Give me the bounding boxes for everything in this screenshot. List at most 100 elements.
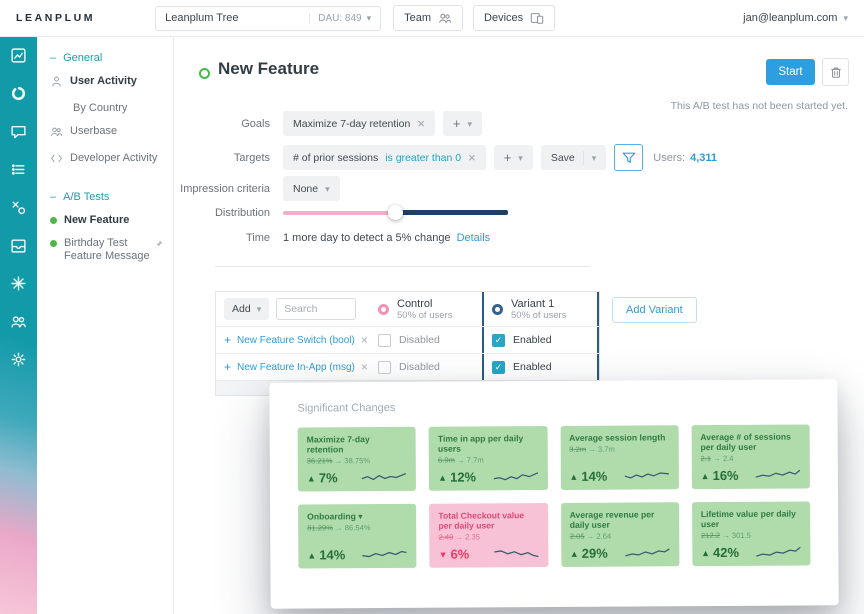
search-input[interactable] xyxy=(276,298,357,320)
metric-old-value: 2.49 xyxy=(438,532,454,542)
metric-new-value: 7.7m xyxy=(455,455,484,464)
delta-value: 6% xyxy=(450,546,470,562)
reports-icon[interactable] xyxy=(10,161,27,178)
control-column-header[interactable]: Control 50% of users xyxy=(370,292,482,326)
checkbox-label: Disabled xyxy=(399,361,440,373)
metric-change: 2.12.4 xyxy=(701,453,801,463)
dau-value: DAU: 849 xyxy=(318,12,362,24)
feature-cell: New Feature Switch (bool) xyxy=(216,327,370,353)
user-icon xyxy=(50,75,63,92)
close-icon[interactable] xyxy=(468,151,476,165)
target-chip[interactable]: # of prior sessions is greater than 0 xyxy=(283,145,486,170)
distribution-label: Distribution xyxy=(214,206,270,219)
feature-name: New Feature Switch (bool) xyxy=(237,334,355,346)
add-feature-button[interactable]: Add xyxy=(224,298,270,320)
feature-link[interactable]: New Feature Switch (bool) xyxy=(224,334,368,347)
save-label: Save xyxy=(550,151,575,164)
save-target-button[interactable]: Save xyxy=(540,145,607,170)
target-condition: is greater than 0 xyxy=(385,151,462,164)
sidebar-item-label: Userbase xyxy=(70,125,118,137)
goals-label: Goals xyxy=(241,117,270,130)
sidebar-item-userbase[interactable]: Userbase xyxy=(37,120,173,147)
audiences-icon[interactable] xyxy=(10,313,27,330)
metric-name: Total Checkout value per daily user xyxy=(438,510,525,531)
trash-icon xyxy=(830,67,841,78)
goal-chip[interactable]: Maximize 7-day retention xyxy=(283,111,435,136)
checkbox-unchecked[interactable] xyxy=(378,360,391,374)
metric-new-value: 2.64 xyxy=(585,532,612,541)
analytics-icon[interactable] xyxy=(10,47,27,64)
delta-up-indicator: 14% xyxy=(307,547,345,562)
inbox-icon[interactable] xyxy=(10,237,27,254)
sidebar-item-developer-activity[interactable]: Developer Activity xyxy=(37,147,173,174)
metric-name: Lifetime value per daily user xyxy=(700,508,796,530)
metric-card: Time in app per daily users 6.9m7.7m 12% xyxy=(428,426,548,491)
distribution-slider[interactable] xyxy=(283,204,508,221)
slider-handle[interactable] xyxy=(387,205,403,220)
panel-title: Significant Changes xyxy=(297,401,396,415)
checkbox-checked[interactable] xyxy=(492,360,505,374)
close-icon[interactable] xyxy=(361,361,368,374)
checkbox-label: Enabled xyxy=(513,361,552,373)
sidebar-item-by-country[interactable]: By Country xyxy=(37,97,173,120)
metric-card: Average session length 3.2m3.7m 14% xyxy=(560,425,679,490)
team-button[interactable]: Team xyxy=(393,5,464,31)
delete-button[interactable] xyxy=(822,58,849,86)
metric-card-onboarding[interactable]: Onboarding ▾ 81.29%86.54% 14% xyxy=(298,503,417,569)
impression-value: None xyxy=(293,182,319,195)
code-icon xyxy=(50,152,63,169)
checkbox-unchecked[interactable] xyxy=(378,333,391,347)
app-selector[interactable]: Leanplum Tree DAU: 849 xyxy=(155,5,382,31)
metric-old-value: 36.21% xyxy=(306,456,333,466)
add-goal-button[interactable] xyxy=(442,111,483,136)
section-dash-icon xyxy=(50,52,56,65)
sidebar-item-birthday-test[interactable]: Birthday Test Feature Message xyxy=(37,232,173,268)
metric-change: 81.29%86.54% xyxy=(307,523,407,532)
sidebar-item-new-feature[interactable]: New Feature xyxy=(37,209,173,232)
plus-icon xyxy=(224,334,231,347)
delta-value: 16% xyxy=(712,467,739,484)
sidebar-item-user-activity[interactable]: User Activity xyxy=(37,70,173,97)
sidebar-item-ab-tests[interactable]: A/B Tests xyxy=(37,186,173,209)
section-divider xyxy=(215,266,590,267)
leanplum-logo: LEANPLUM xyxy=(16,12,96,24)
start-button[interactable]: Start xyxy=(766,59,815,85)
delta-value: 14% xyxy=(319,547,346,563)
app-selector-value: Leanplum Tree xyxy=(165,12,239,24)
ab-tests-icon[interactable] xyxy=(10,199,27,216)
devices-button[interactable]: Devices xyxy=(473,5,556,31)
add-variant-button[interactable]: Add Variant xyxy=(612,297,697,323)
metric-new-value: 301.5 xyxy=(720,531,751,540)
targets-label: Targets xyxy=(233,151,270,164)
sidebar-item-label: By Country xyxy=(73,102,128,114)
significant-changes-panel: Significant Changes Maximize 7-day reten… xyxy=(269,379,839,609)
sparkline xyxy=(493,550,539,558)
delta-up-indicator: 12% xyxy=(438,469,476,484)
target-attribute: # of prior sessions xyxy=(293,151,379,164)
metric-name: Maximize 7-day retention xyxy=(306,434,370,455)
checkbox-checked[interactable] xyxy=(492,333,505,347)
add-target-button[interactable] xyxy=(493,145,533,170)
close-icon[interactable] xyxy=(361,334,368,347)
metric-new-value: 3.7m xyxy=(586,445,615,454)
distribution-row: Distribution xyxy=(174,204,508,221)
details-link[interactable]: Details xyxy=(456,232,491,244)
column-name: Variant 1 xyxy=(511,297,555,310)
feature-link[interactable]: New Feature In-App (msg) xyxy=(224,361,368,374)
plus-icon xyxy=(453,117,461,131)
variant-dot-icon xyxy=(492,303,503,315)
feature-name: New Feature In-App (msg) xyxy=(237,361,355,373)
close-icon[interactable] xyxy=(417,117,425,131)
campaigns-icon[interactable] xyxy=(10,85,27,102)
metric-new-value: 38.75% xyxy=(333,456,371,465)
settings-icon[interactable] xyxy=(10,351,27,368)
integrations-icon[interactable] xyxy=(10,275,27,292)
sidebar-item-general[interactable]: General xyxy=(37,47,173,70)
account-menu[interactable]: jan@leanplum.com xyxy=(743,12,848,24)
metric-old-value: 2.05 xyxy=(569,531,585,541)
impression-criteria-select[interactable]: None xyxy=(283,176,340,201)
variant-column-header[interactable]: Variant 1 50% of users xyxy=(482,292,599,326)
messages-icon[interactable] xyxy=(10,123,27,140)
audience-filter-button[interactable] xyxy=(614,144,644,171)
metric-name: Average revenue per daily user xyxy=(569,509,655,530)
